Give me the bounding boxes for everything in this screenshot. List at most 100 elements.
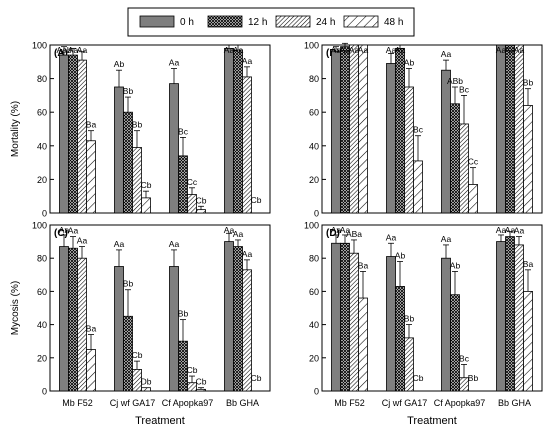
plot-frame (49, 44, 271, 214)
significance-label: Bc (178, 126, 189, 136)
significance-label: Ba (358, 260, 369, 270)
significance-label: Aa (514, 45, 525, 55)
y-tick-label: 60 (309, 108, 319, 118)
bar (468, 184, 478, 214)
y-tick-label: 60 (309, 287, 319, 297)
y-tick-label: 80 (37, 74, 47, 84)
bar (514, 44, 524, 214)
category-label: Cj wf GA17 (110, 398, 156, 408)
category-label: Cf Apopka97 (162, 398, 214, 408)
significance-label: Aa (331, 45, 342, 55)
bar (505, 236, 515, 392)
bar (68, 54, 78, 214)
bar (141, 387, 151, 392)
significance-label: Aa (395, 45, 406, 55)
y-tick-label: 100 (304, 221, 319, 231)
bar (233, 49, 243, 214)
plot-frame (49, 224, 271, 392)
y-tick-label: 100 (304, 41, 319, 51)
bar (340, 46, 350, 214)
bar (224, 241, 234, 392)
y-tick-label: 20 (309, 175, 319, 185)
bar (233, 246, 243, 392)
bar (404, 86, 414, 214)
legend-label-24h: 24 h (316, 17, 335, 28)
bar (459, 123, 469, 214)
y-tick-label: 80 (309, 254, 319, 264)
legend-entry-48h: 48 h (343, 15, 403, 28)
bar (395, 47, 405, 214)
bar (523, 290, 533, 392)
significance-label: Ab (114, 59, 125, 69)
significance-label: Aa (505, 225, 516, 235)
significance-label: Ab (450, 260, 461, 270)
significance-label: Aa (224, 225, 235, 235)
significance-label: Aa (68, 45, 79, 55)
bar (141, 197, 151, 214)
legend-label-0h: 0 h (180, 17, 194, 28)
bar (331, 51, 341, 214)
significance-label: Cb (141, 180, 152, 190)
y-tick-label: 0 (314, 209, 319, 219)
significance-label: Bb (404, 314, 415, 324)
significance-label: ABb (447, 76, 463, 86)
significance-label: Cb (187, 365, 198, 375)
significance-label: Aa (77, 236, 88, 246)
category-label: Bb GHA (226, 398, 259, 408)
y-axis-label: Mycosis (%) (10, 281, 21, 335)
significance-label: Aa (242, 249, 253, 259)
significance-label: Bb (468, 373, 479, 383)
bar (59, 54, 69, 214)
significance-label: Aa (114, 239, 125, 249)
significance-label: Cb (251, 373, 262, 383)
bar (169, 266, 179, 392)
significance-label: Db (141, 377, 152, 387)
bar (86, 140, 96, 214)
significance-label: Aa (242, 56, 253, 66)
panel-label: (A) (54, 48, 68, 59)
significance-label: Aa (340, 225, 351, 235)
legend-label-12h: 12 h (248, 17, 267, 28)
bar (349, 44, 359, 214)
y-tick-label: 20 (309, 353, 319, 363)
significance-label: Aa (233, 45, 244, 55)
bar (386, 256, 396, 392)
y-tick-label: 80 (309, 74, 319, 84)
bar (395, 286, 405, 392)
significance-label: Bb (123, 279, 134, 289)
category-label: Mb F52 (334, 398, 365, 408)
significance-label: ABa (346, 229, 362, 239)
bar (349, 252, 359, 392)
significance-label: Aa (441, 49, 452, 59)
bar (358, 44, 368, 214)
significance-label: Aa (169, 58, 180, 68)
significance-label: Aab (56, 45, 71, 55)
y-tick-label: 40 (37, 141, 47, 151)
significance-label: Aa (77, 45, 88, 55)
significance-label: Ba (86, 120, 97, 130)
bar (441, 257, 451, 392)
plot-frame (321, 44, 543, 214)
significance-label: Aa (233, 229, 244, 239)
significance-label: Bb (123, 86, 134, 96)
legend-swatch-12h (207, 15, 243, 28)
y-tick-label: 60 (37, 287, 47, 297)
significance-label: Aa (386, 45, 397, 55)
significance-label: Cc (468, 157, 479, 167)
significance-label: Aa (349, 45, 360, 55)
bar (496, 241, 506, 392)
y-tick-label: 100 (32, 41, 47, 51)
bar (358, 297, 368, 392)
significance-label: Aa (441, 234, 452, 244)
y-tick-label: 0 (42, 209, 47, 219)
legend-swatch-48h (343, 15, 379, 28)
y-tick-label: 60 (37, 108, 47, 118)
bar (196, 209, 206, 214)
significance-label: Aa (358, 45, 369, 55)
significance-label: Bc (413, 125, 424, 135)
bar (196, 388, 206, 392)
category-label: Cf Apopka97 (434, 398, 486, 408)
legend-entry-24h: 24 h (275, 15, 335, 28)
